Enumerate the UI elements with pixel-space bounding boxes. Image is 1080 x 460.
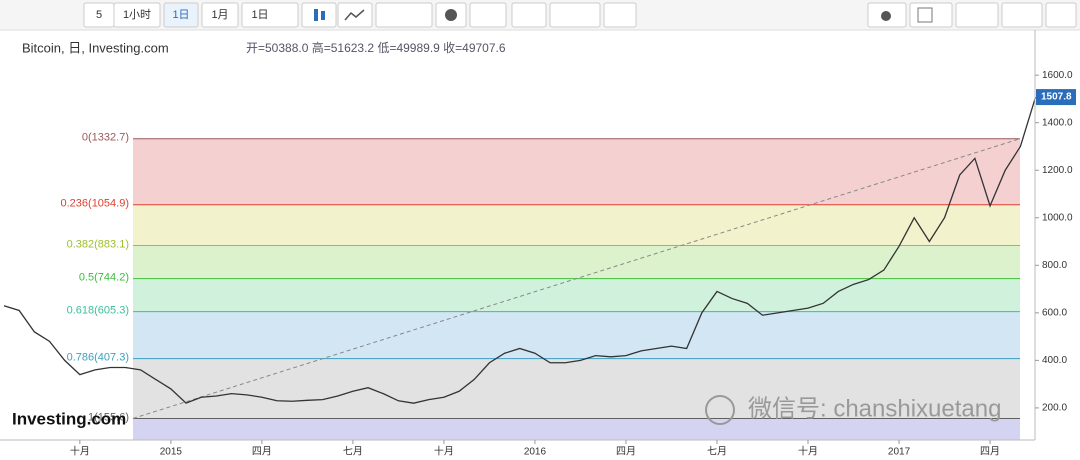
icon-button[interactable] [603,2,637,28]
toolbar-button[interactable] [113,2,161,28]
watermark: 微信号: chanshixuetang [748,395,1001,422]
x-tick-label: 四月 [616,446,636,458]
icon [917,7,933,23]
icon [881,11,891,21]
toolbar-button-label: 5 [96,9,102,21]
fib-band [133,204,1020,246]
fib-label: 0.382(883.1) [67,238,129,250]
icons [314,7,933,23]
icon-button[interactable] [549,2,601,28]
icon-button[interactable] [1045,2,1077,28]
fib-label: 0(1332.7) [82,132,129,144]
icon-button[interactable] [375,2,433,28]
icon-button[interactable] [1001,2,1043,28]
fib-label: 0.786(407.3) [67,352,129,364]
x-tick-label: 七月 [707,446,727,458]
y-tick-label: 1000.0 [1042,212,1073,223]
icon-buttons [301,2,1077,28]
y-tick-label: 1200.0 [1042,165,1073,176]
logo: Investing.com [12,409,126,428]
toolbar-button[interactable] [241,2,299,28]
icon-button[interactable] [337,2,373,28]
fib-band [133,311,1020,359]
x-tick-label: 四月 [252,446,272,458]
toolbar-button-label: 1月 [211,9,228,21]
icon [314,9,318,21]
toolbar-buttons: 5 1小时 1日 1月 1日 [83,2,299,28]
x-tick-label: 四月 [980,446,1000,458]
x-tick-label: 2017 [888,447,911,458]
icon [344,9,365,21]
fib-band [133,278,1020,312]
last-price-tag [1036,89,1076,106]
y-tick-label: 800.0 [1042,260,1067,271]
last-price-label: 1507.8 [1041,92,1072,103]
icon-button[interactable] [511,2,547,28]
y-tick-label: 400.0 [1042,355,1067,366]
y-tick-label: 600.0 [1042,307,1067,318]
y-tick-label: 200.0 [1042,403,1067,414]
fib-band [133,358,1020,419]
x-tick-label: 七月 [343,446,363,458]
toolbar-button[interactable] [163,2,199,28]
icon-button[interactable] [955,2,999,28]
icon-button[interactable] [301,2,337,28]
toolbar-button-label: 1小时 [123,8,151,21]
x-tick-label: 十月 [70,445,90,458]
icon [445,9,457,21]
fib-label: 0.618(605.3) [67,304,129,316]
fib-band [133,138,1020,205]
plot-area: 0(1332.7) 0.236(1054.9) 0.382(883.1) 0.5(74… [3,96,1037,440]
toolbar-button-label: 1日 [251,9,268,21]
y-tick-label: 1400.0 [1042,117,1073,128]
x-tick-label: 2016 [524,447,547,458]
fib-label: 1(155.6) [88,411,129,423]
fib-band [133,418,1020,440]
fib-label: 0.236(1054.9) [61,198,130,210]
toolbar-button[interactable] [201,2,239,28]
x-tick-label: 十月 [434,445,454,458]
fib-band [133,245,1020,279]
toolbar-button-label: 1日 [172,9,189,21]
x-tick-label: 十月 [798,445,818,458]
ohlc-legend: 开=50388.0 高=51623.2 低=49989.9 收=49707.6 [246,40,506,55]
y-tick-label: 1600.0 [1042,70,1073,81]
icon [321,11,325,20]
fib-trend-line [132,138,1021,419]
icon-button[interactable] [469,2,507,28]
fib-label: 0.5(744.2) [79,271,129,283]
x-tick-label: 2015 [160,447,183,458]
wechat-icon [705,395,735,425]
price-line [3,96,1037,404]
chart-title: Bitcoin, 日, Investing.com [22,40,169,55]
